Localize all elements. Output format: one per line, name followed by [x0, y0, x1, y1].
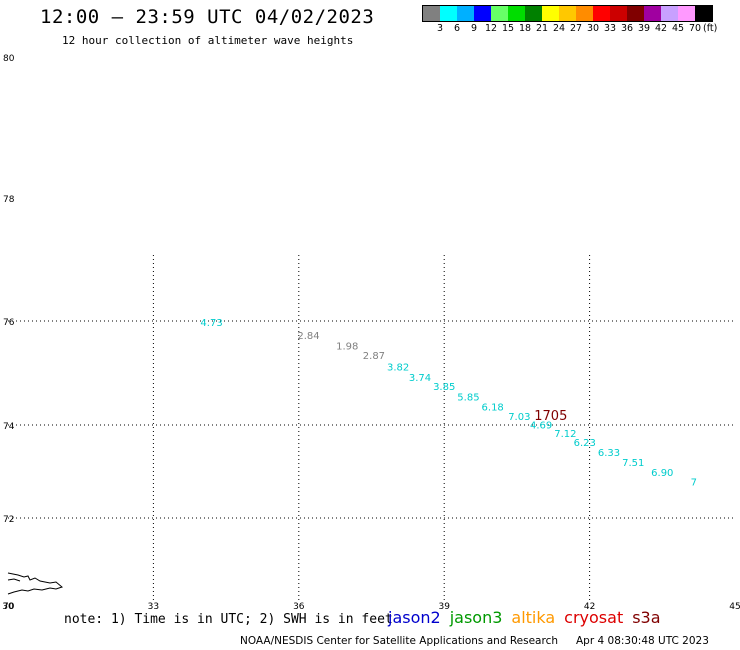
wave-height-label: 7.51 — [622, 458, 644, 469]
legend-swatch-5 — [508, 6, 525, 21]
lat-tick-74: 74 — [3, 422, 15, 432]
legend-swatch-14 — [661, 6, 678, 21]
wave-height-label: 4.73 — [200, 318, 222, 329]
lon-tick-42: 42 — [584, 602, 595, 612]
lon-tick-30: 30 — [2, 602, 14, 612]
legend-swatch-4 — [491, 6, 508, 21]
wave-height-label: 7.12 — [554, 429, 576, 440]
legend-label-24: 24 — [552, 23, 566, 34]
legend-swatch-12 — [627, 6, 644, 21]
legend-label-70: 70 — [688, 23, 702, 34]
grid-lines — [8, 255, 735, 600]
legend-label-27: 27 — [569, 23, 583, 34]
satellite-cryosat: cryosat — [564, 608, 624, 627]
satellite-legend: jason2 jason3 altika cryosat s3a — [388, 608, 670, 627]
legend-swatch-2 — [457, 6, 474, 21]
satellite-jason3: jason3 — [449, 608, 503, 627]
legend-swatch-9 — [576, 6, 593, 21]
legend-label-33: 33 — [603, 23, 617, 34]
wave-height-labels: 4.73 2.84 1.98 2.873.823.743.855.856.18 7.03… — [200, 318, 697, 488]
wave-height-label: 6.23 — [574, 438, 596, 449]
page-subtitle: 12 hour collection of altimeter wave hei… — [62, 34, 354, 47]
wave-height-label: 3.74 — [409, 373, 431, 384]
legend-swatch-16 — [695, 6, 712, 21]
legend-label-6: 6 — [453, 23, 461, 34]
legend-swatches — [422, 5, 713, 22]
legend-label-36: 36 — [620, 23, 634, 34]
wave-height-label: 3.85 — [433, 382, 455, 393]
wave-height-label: 2.87 — [363, 351, 385, 362]
wave-height-label: 7.03 — [508, 412, 530, 423]
legend-label-15: 15 — [501, 23, 515, 34]
coastline — [7, 572, 64, 595]
legend-swatch-15 — [678, 6, 695, 21]
lat-tick-72: 72 — [3, 515, 14, 525]
legend-swatch-13 — [644, 6, 661, 21]
legend-label-45: 45 — [671, 23, 685, 34]
wave-height-label: 6.90 — [651, 468, 673, 479]
legend-swatch-10 — [593, 6, 610, 21]
coastline-path — [7, 572, 64, 595]
legend-swatch-6 — [525, 6, 542, 21]
axis-tick-labels: 70 72 74 76 78 80 30 33 36 39 42 45 — [2, 54, 740, 612]
legend-swatch-1 — [440, 6, 457, 21]
credit-line: NOAA/NESDIS Center for Satellite Applica… — [240, 635, 709, 647]
satellite-s3a: s3a — [632, 608, 661, 627]
lat-tick-76: 76 — [3, 318, 15, 328]
legend-swatch-0 — [423, 6, 440, 21]
time-stamp-label: 1705 — [534, 409, 567, 424]
footer-note: note: 1) Time is in UTC; 2) SWH is in fe… — [64, 612, 393, 627]
legend-label-12: 12 — [484, 23, 498, 34]
lat-tick-70: 70 — [3, 602, 15, 612]
wave-height-label: 6.18 — [482, 402, 504, 413]
legend-label-30: 30 — [586, 23, 600, 34]
wave-height-label: 5.85 — [457, 393, 479, 404]
legend-label-39: 39 — [637, 23, 651, 34]
legend-unit: (ft) — [703, 23, 718, 34]
lat-tick-78: 78 — [3, 195, 15, 205]
legend-label-21: 21 — [535, 23, 549, 34]
wave-height-label: 7 — [691, 477, 697, 488]
legend-swatch-11 — [610, 6, 627, 21]
lon-tick-36: 36 — [293, 602, 305, 612]
color-legend: 3 6 9 12 15 18 21 24 27 30 33 36 39 42 45 70 (ft) — [422, 5, 728, 35]
wave-height-label: 6.33 — [598, 448, 620, 459]
satellite-jason2: jason2 — [388, 608, 441, 627]
lat-tick-80: 80 — [3, 54, 15, 64]
satellite-altika: altika — [511, 608, 556, 627]
lon-tick-33: 33 — [148, 602, 159, 612]
credit-text: NOAA/NESDIS Center for Satellite Applica… — [240, 635, 558, 647]
lon-tick-45: 45 — [729, 602, 740, 612]
page-title: 12:00 — 23:59 UTC 04/02/2023 — [40, 6, 375, 28]
legend-label-42: 42 — [654, 23, 668, 34]
legend-label-18: 18 — [518, 23, 532, 34]
lon-tick-39: 39 — [438, 602, 450, 612]
legend-swatch-7 — [542, 6, 559, 21]
wave-height-label: 3.82 — [387, 362, 409, 373]
legend-label-3: 3 — [436, 23, 444, 34]
wave-height-label: 1.98 — [336, 342, 358, 353]
legend-swatch-8 — [559, 6, 576, 21]
wave-height-label: 4.69 — [530, 421, 552, 432]
legend-swatch-3 — [474, 6, 491, 21]
legend-labels: 3 6 9 12 15 18 21 24 27 30 33 36 39 42 45 70 (ft) — [422, 23, 740, 35]
wave-height-label: 2.84 — [297, 331, 319, 342]
legend-label-9: 9 — [470, 23, 478, 34]
generated-timestamp: Apr 4 08:30:48 UTC 2023 — [576, 635, 709, 647]
